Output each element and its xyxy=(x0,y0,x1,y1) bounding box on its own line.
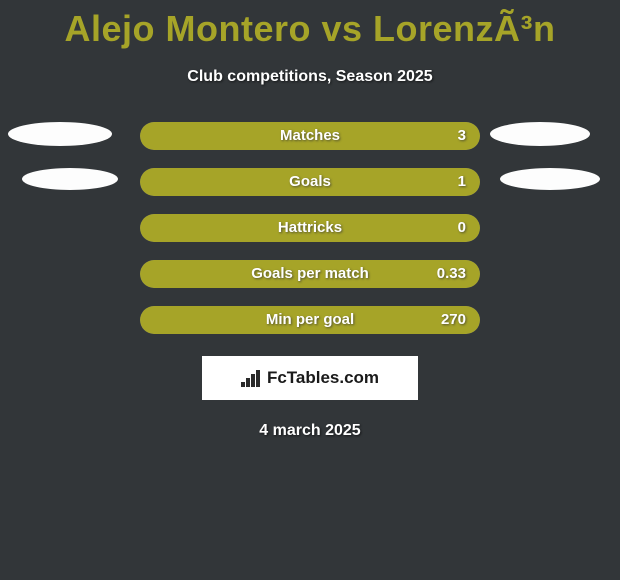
fctables-logo: FcTables.com xyxy=(202,356,418,400)
stat-bar-value: 0 xyxy=(458,214,466,242)
stat-bar-value: 1 xyxy=(458,168,466,196)
stat-bar-label: Hattricks xyxy=(140,214,480,242)
date-label: 4 march 2025 xyxy=(0,422,620,440)
player-ellipse xyxy=(500,168,600,190)
stat-bar-row: Hattricks0 xyxy=(140,214,480,242)
logo-chart-icon xyxy=(241,369,261,387)
stat-bar-label: Matches xyxy=(140,122,480,150)
player-ellipse xyxy=(22,168,118,190)
stat-bar-label: Min per goal xyxy=(140,306,480,334)
stat-bar-value: 3 xyxy=(458,122,466,150)
stat-bar-value: 0.33 xyxy=(437,260,466,288)
stat-bar-row: Matches3 xyxy=(140,122,480,150)
stat-bar-row: Goals per match0.33 xyxy=(140,260,480,288)
stat-bars: Matches3Goals1Hattricks0Goals per match0… xyxy=(140,122,480,334)
comparison-chart: Matches3Goals1Hattricks0Goals per match0… xyxy=(0,122,620,334)
stat-bar-value: 270 xyxy=(441,306,466,334)
page-title: Alejo Montero vs LorenzÃ³n xyxy=(0,0,620,50)
stat-bar-label: Goals per match xyxy=(140,260,480,288)
stat-bar-row: Goals1 xyxy=(140,168,480,196)
player-ellipse xyxy=(490,122,590,146)
stat-bar-row: Min per goal270 xyxy=(140,306,480,334)
subtitle: Club competitions, Season 2025 xyxy=(0,68,620,86)
stat-bar-label: Goals xyxy=(140,168,480,196)
logo-text: FcTables.com xyxy=(267,368,379,388)
player-ellipse xyxy=(8,122,112,146)
